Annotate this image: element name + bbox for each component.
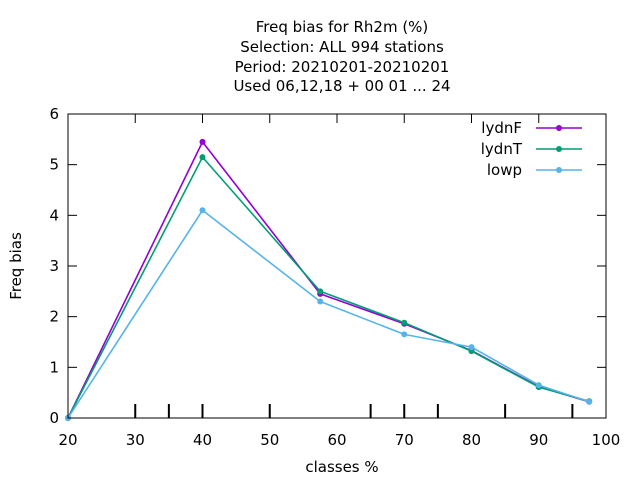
legend-label: lydnT bbox=[481, 140, 523, 158]
x-tick-label: 70 bbox=[395, 431, 414, 449]
data-point bbox=[199, 207, 206, 214]
data-point bbox=[586, 398, 593, 405]
axis-tick-labels: 0 1 2 3 4 5 6 20 30 40 50 60 70 80 90 100 bbox=[49, 105, 620, 449]
axis-ticks bbox=[67, 113, 607, 419]
y-tick-label: 3 bbox=[49, 257, 59, 275]
legend-marker bbox=[556, 125, 562, 131]
plot-frame bbox=[67, 113, 607, 419]
x-tick-label: 60 bbox=[327, 431, 346, 449]
y-tick-label: 0 bbox=[49, 409, 59, 427]
legend-marker bbox=[556, 146, 562, 152]
y-tick-label: 5 bbox=[49, 156, 59, 174]
title-line-4: Used 06,12,18 + 00 01 ... 24 bbox=[233, 77, 450, 95]
y-tick-label: 2 bbox=[49, 308, 59, 326]
y-axis-label: Freq bias bbox=[7, 232, 25, 300]
data-point bbox=[199, 138, 206, 145]
x-tick-label: 40 bbox=[193, 431, 212, 449]
x-tick-label: 20 bbox=[58, 431, 77, 449]
data-point bbox=[199, 154, 206, 161]
y-tick-label: 1 bbox=[49, 358, 59, 376]
x-axis-label: classes % bbox=[305, 458, 378, 476]
title-line-3: Period: 20210201-20210201 bbox=[235, 58, 450, 76]
series-lydnF bbox=[65, 138, 593, 421]
x-tick-label: 30 bbox=[126, 431, 145, 449]
data-point bbox=[317, 298, 324, 305]
series-line bbox=[67, 156, 590, 419]
series-line bbox=[67, 209, 590, 419]
y-tick-label: 6 bbox=[49, 105, 59, 123]
legend-marker bbox=[556, 167, 562, 173]
data-point bbox=[401, 331, 408, 338]
series-line bbox=[67, 141, 590, 419]
data-point bbox=[468, 344, 475, 351]
x-tick-label: 100 bbox=[592, 431, 621, 449]
x-tick-label: 50 bbox=[260, 431, 279, 449]
title-line-1: Freq bias for Rh2m (%) bbox=[256, 18, 429, 36]
legend: lydnF lydnT lowp bbox=[481, 119, 582, 179]
series-lydnT bbox=[65, 154, 593, 421]
title-line-2: Selection: ALL 994 stations bbox=[240, 38, 444, 56]
series-layer bbox=[65, 138, 593, 421]
data-point bbox=[317, 288, 324, 295]
series-lowp bbox=[65, 207, 593, 421]
data-point bbox=[535, 382, 542, 389]
chart-title: Freq bias for Rh2m (%) Selection: ALL 99… bbox=[233, 18, 450, 95]
data-point bbox=[401, 319, 408, 326]
x-tick-label: 90 bbox=[529, 431, 548, 449]
x-tick-label: 80 bbox=[462, 431, 481, 449]
y-tick-label: 4 bbox=[49, 206, 59, 224]
legend-label: lowp bbox=[487, 161, 522, 179]
legend-label: lydnF bbox=[481, 119, 522, 137]
